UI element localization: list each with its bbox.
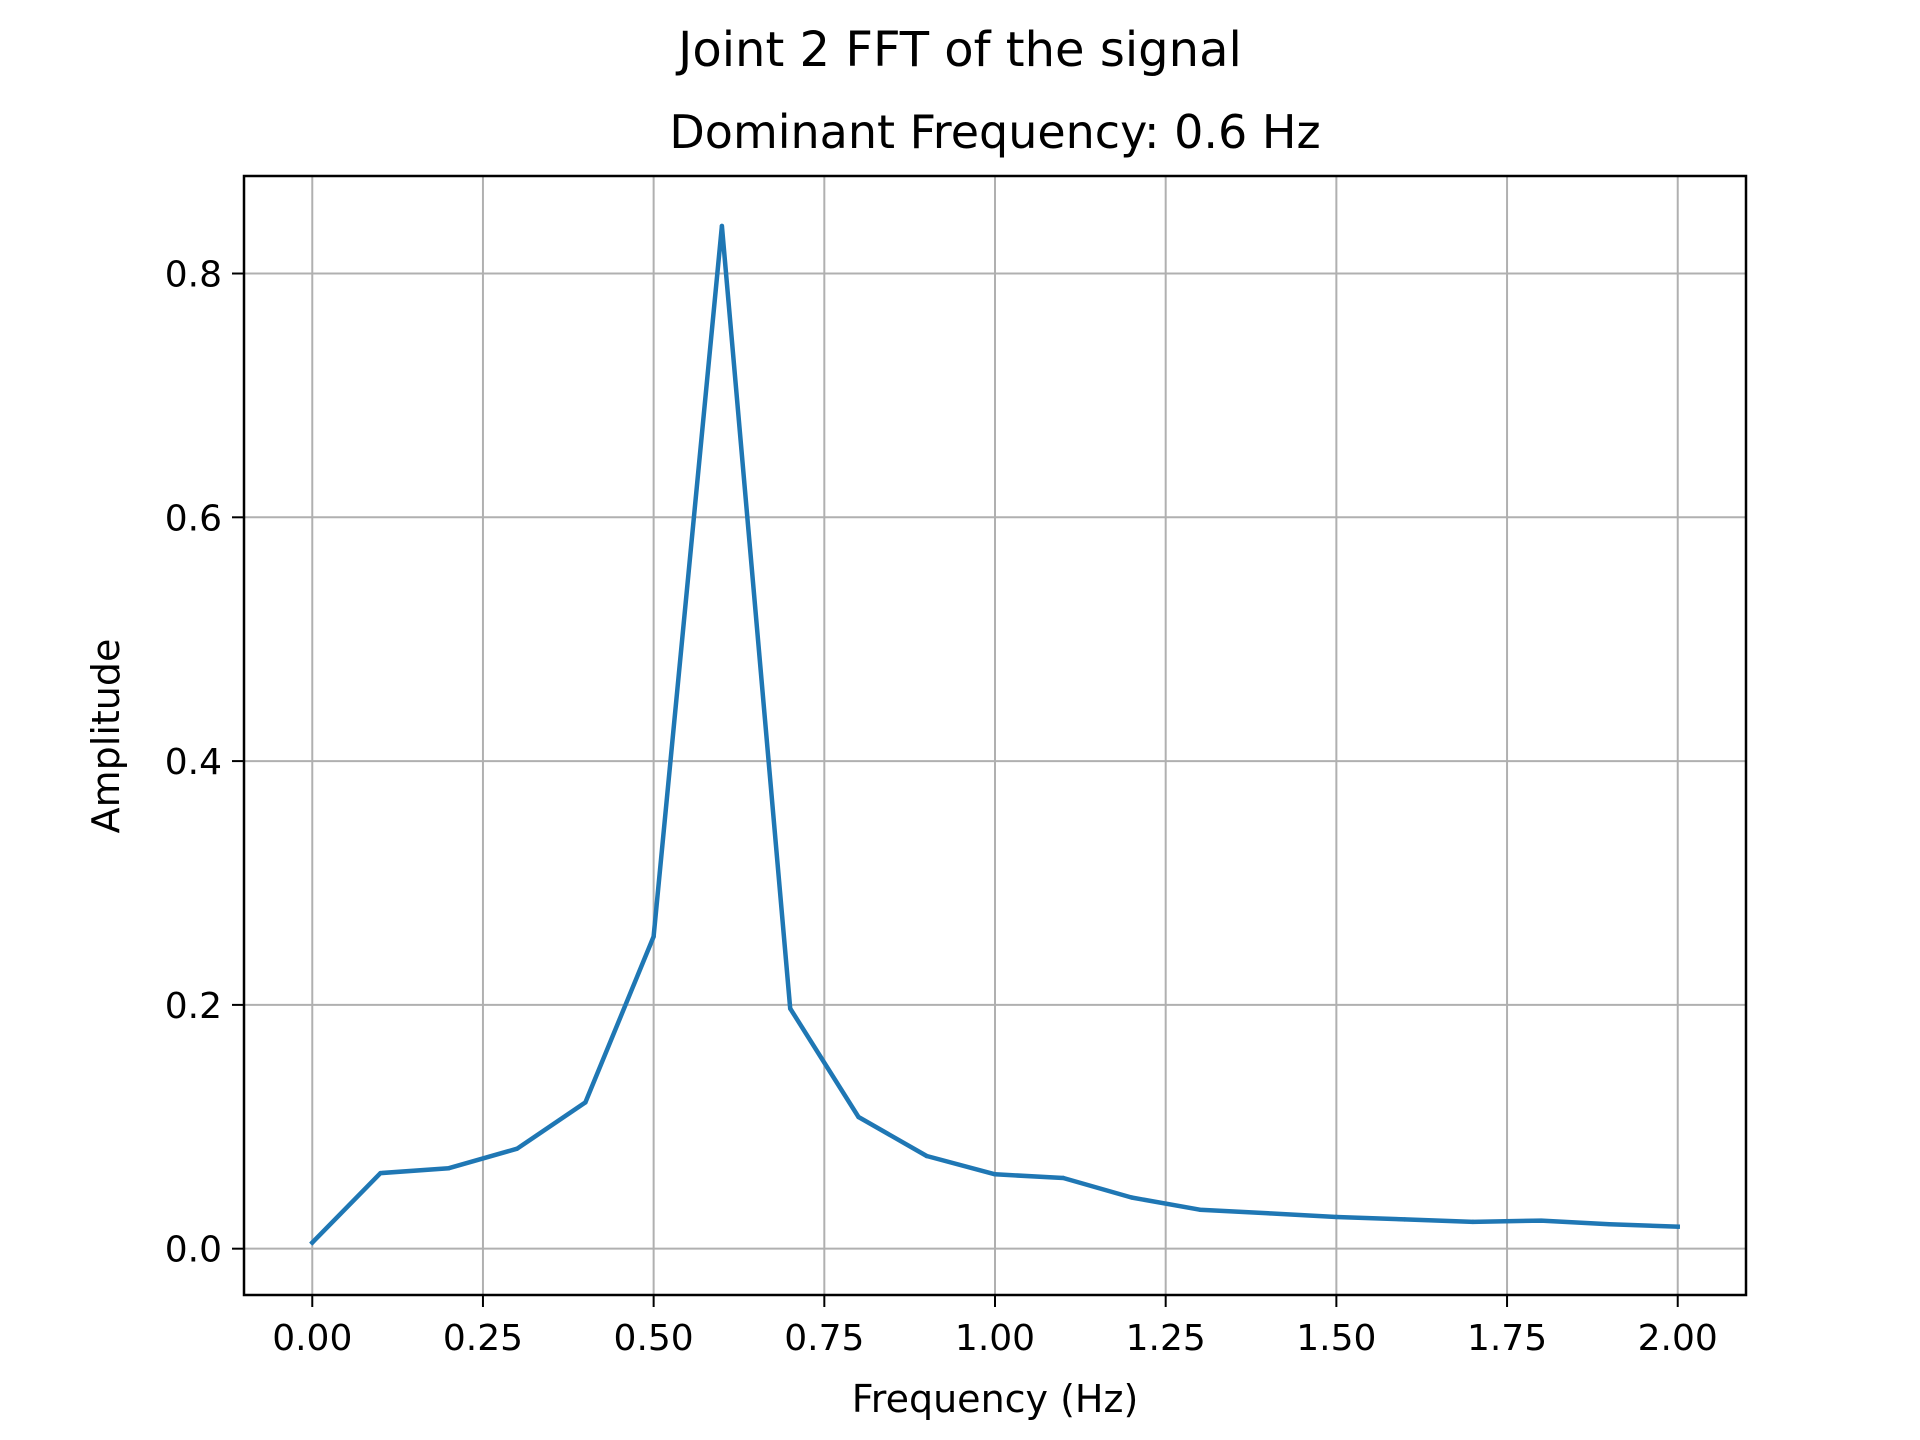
data-point bbox=[1538, 1218, 1544, 1223]
grid-lines bbox=[244, 176, 1746, 1295]
chart-suptitle: Joint 2 FFT of the signal bbox=[675, 22, 1242, 78]
y-tick-label: 0.8 bbox=[165, 255, 222, 296]
data-point bbox=[1675, 1224, 1680, 1229]
data-point bbox=[1061, 1175, 1066, 1181]
data-point bbox=[378, 1170, 383, 1176]
data-point bbox=[1334, 1214, 1339, 1220]
y-tick-label: 0.4 bbox=[165, 742, 222, 783]
data-point bbox=[924, 1153, 929, 1159]
y-tick-label: 0.0 bbox=[165, 1230, 222, 1271]
y-axis-label: Amplitude bbox=[84, 639, 128, 834]
data-point bbox=[1197, 1207, 1203, 1212]
x-tick-label: 0.25 bbox=[443, 1318, 523, 1359]
data-point bbox=[583, 1100, 588, 1105]
data-point bbox=[1607, 1222, 1612, 1227]
plot-frame bbox=[242, 174, 1748, 1297]
y-tick-label: 0.6 bbox=[165, 498, 222, 539]
data-point bbox=[719, 223, 725, 229]
data-point bbox=[514, 1146, 520, 1151]
plot-area bbox=[309, 223, 1681, 1246]
x-tick-label: 1.75 bbox=[1467, 1318, 1547, 1359]
data-point bbox=[856, 1114, 861, 1120]
data-point bbox=[1265, 1211, 1271, 1216]
y-tick-label: 0.2 bbox=[165, 986, 222, 1027]
x-tick-label: 0.50 bbox=[614, 1318, 694, 1359]
x-tick-label: 2.00 bbox=[1638, 1318, 1718, 1359]
x-tick-label: 0.75 bbox=[784, 1318, 864, 1359]
axis-ticks: 0.00 0.25 0.50 0.75 1.00 1.25 1.50 1.75 2.00 0.0 0… bbox=[165, 255, 1718, 1359]
data-point bbox=[651, 934, 656, 939]
x-axis-label: Frequency (Hz) bbox=[852, 1377, 1139, 1421]
x-tick-label: 1.25 bbox=[1126, 1318, 1206, 1359]
data-point bbox=[1129, 1195, 1134, 1200]
data-point bbox=[1402, 1217, 1407, 1222]
data-point bbox=[310, 1240, 315, 1245]
x-tick-label: 1.50 bbox=[1296, 1318, 1376, 1359]
data-point bbox=[787, 1006, 793, 1011]
x-tick-label: 1.00 bbox=[955, 1318, 1035, 1359]
data-point bbox=[1470, 1219, 1476, 1225]
chart-title: Dominant Frequency: 0.6 Hz bbox=[669, 105, 1320, 159]
x-tick-label: 0.00 bbox=[272, 1318, 352, 1359]
data-point bbox=[446, 1166, 452, 1171]
data-point bbox=[992, 1172, 998, 1177]
